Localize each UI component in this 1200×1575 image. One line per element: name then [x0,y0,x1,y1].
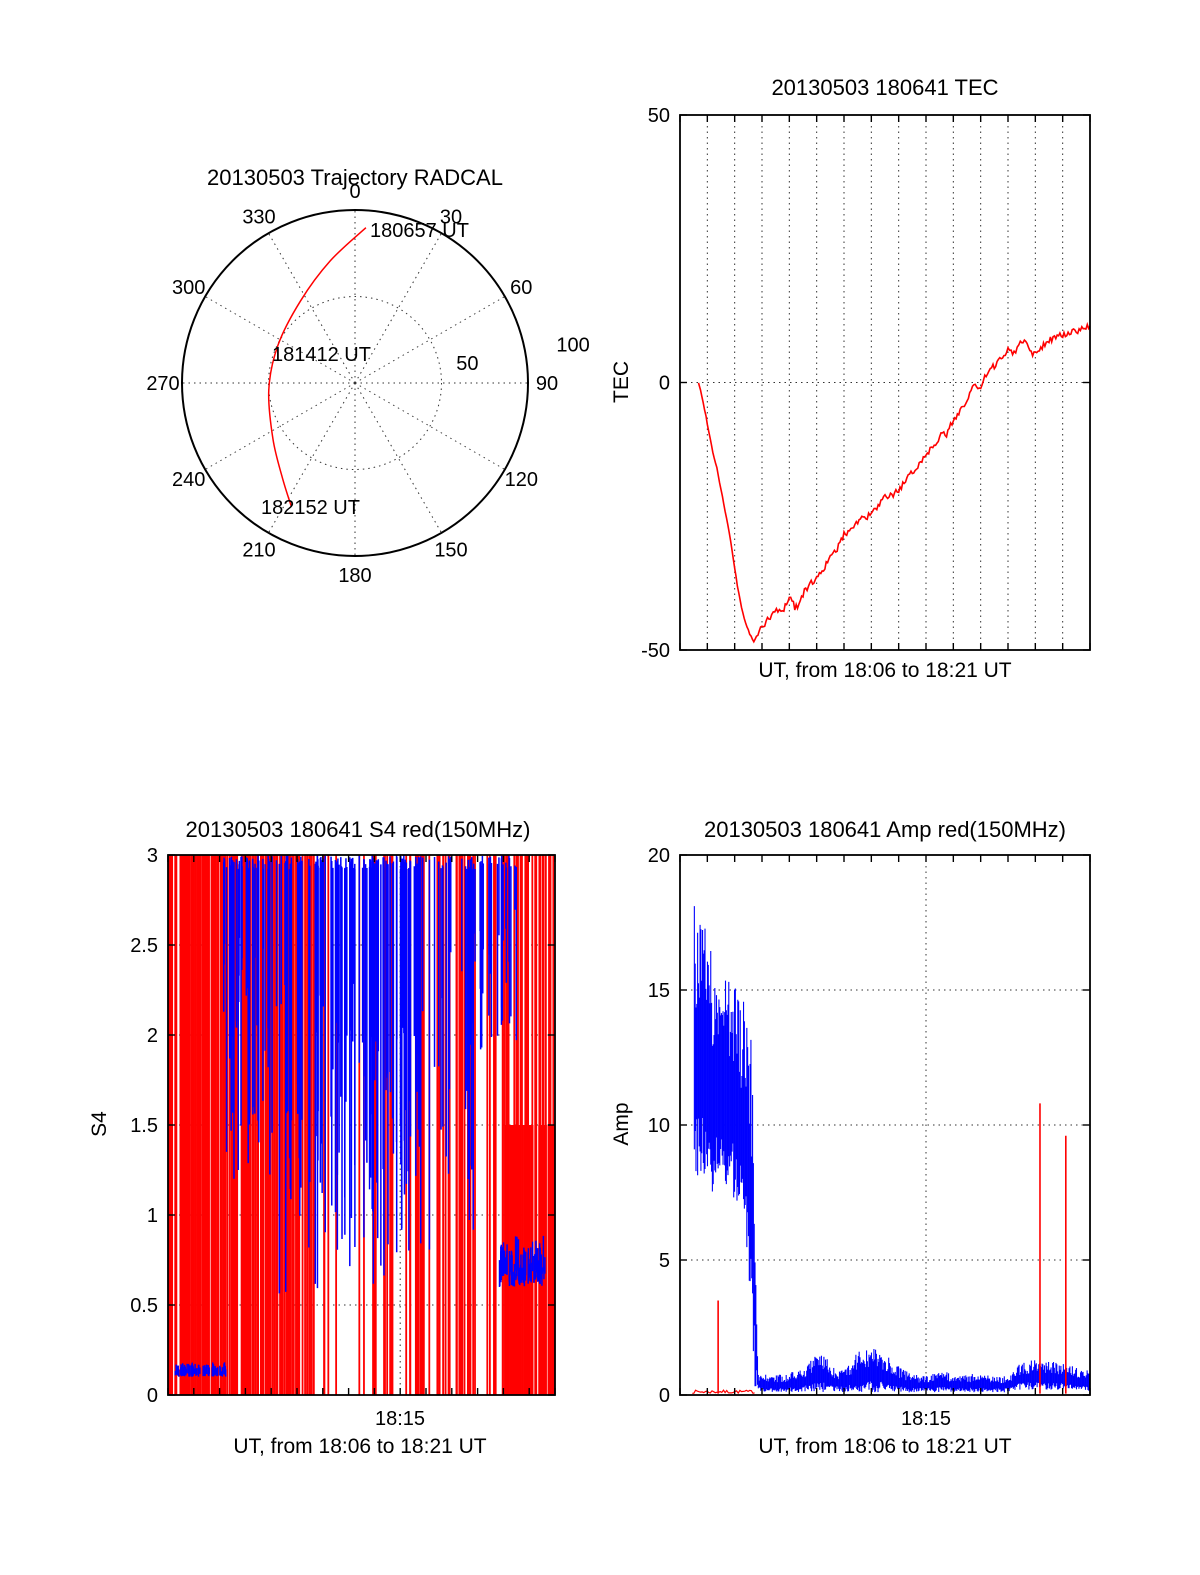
s4-x-axis-label: UT, from 18:06 to 18:21 UT [233,1435,487,1458]
polar-radial-label: 100 [556,335,589,357]
y-tick-label: 5 [659,1250,670,1272]
y-tick-label: 50 [648,105,670,127]
y-tick-label: 0 [659,1385,670,1407]
y-tick-label: 20 [648,845,670,867]
polar-azimuth-label: 30 [440,207,462,229]
tec-plot: -50 0 50 [641,105,1091,662]
y-tick-label: 10 [648,1115,670,1137]
polar-azimuth-label: 180 [338,565,371,587]
s4-plot-title: 20130503 180641 S4 red(150MHz) [185,817,531,842]
polar-spoke [354,296,506,384]
polar-spoke [204,296,356,384]
trajectory-polar-plot: 0 30 60 90 120 150 180 210 240 270 300 330 50 100 [146,181,589,587]
tec-plot-title: 20130503 180641 TEC [771,75,999,100]
polar-azimuth-label: 270 [146,373,179,395]
axes-box [679,854,1091,1396]
polar-azimuth-label: 150 [434,539,467,561]
polar-azimuth-label: 240 [172,469,205,491]
s4-xtick-1815: 18:15 [374,1408,426,1430]
polar-radial-gridcircle [268,296,442,470]
polar-azimuth-label: 60 [510,277,532,299]
axes-box [679,114,1091,651]
polar-outer-circle [181,209,529,557]
polar-azimuth-label: 0 [349,181,360,203]
y-tick-label: 1 [147,1205,158,1227]
polar-plot-title: 20130503 Trajectory RADCAL [207,165,503,190]
y-tick-label: 0 [147,1385,158,1407]
y-tick-label: 0 [659,373,670,395]
tec-series-line [697,321,1091,644]
tec-y-axis-label: TEC [610,361,633,403]
polar-spoke [268,382,356,534]
y-tick-label: 2.5 [130,935,158,957]
trajectory-annotation-end: 182152 UT [261,497,360,519]
amp-red-baseline [692,1389,755,1395]
trajectory-line [267,227,367,507]
y-tick-label: 1.5 [130,1115,158,1137]
trajectory-annotation-mid: 181412 UT [272,344,371,366]
s4-y-axis-label: S4 [88,1111,111,1137]
y-tick-label: 2 [147,1025,158,1047]
polar-spoke [354,232,442,384]
amp-xtick-1815: 18:15 [900,1408,952,1430]
polar-azimuth-label: 90 [536,373,558,395]
y-tick-label: 15 [648,980,670,1002]
y-tick-label: -50 [641,640,670,662]
s4-plot: 0 0.5 1 1.5 2 2.5 3 [130,845,556,1407]
amp-x-axis-label: UT, from 18:06 to 18:21 UT [758,1435,1012,1458]
polar-spoke [204,382,356,470]
polar-azimuth-label: 330 [242,207,275,229]
polar-spoke [354,382,506,470]
y-tick-label: 3 [147,845,158,867]
tec-x-axis-label: UT, from 18:06 to 18:21 UT [758,659,1012,682]
trajectory-annotation-start: 180657 UT [370,220,469,242]
amp-y-axis-label: Amp [610,1102,633,1146]
polar-azimuth-label: 300 [172,277,205,299]
polar-spoke [268,232,356,384]
polar-azimuth-label: 210 [242,539,275,561]
axes-box [167,854,556,1396]
polar-spoke [354,382,442,534]
amp-plot: 0 5 10 15 20 [648,845,1091,1407]
amp-plot-title: 20130503 180641 Amp red(150MHz) [703,817,1067,842]
polar-radial-label: 50 [456,353,478,375]
polar-azimuth-label: 120 [505,469,538,491]
y-tick-label: 0.5 [130,1295,158,1317]
